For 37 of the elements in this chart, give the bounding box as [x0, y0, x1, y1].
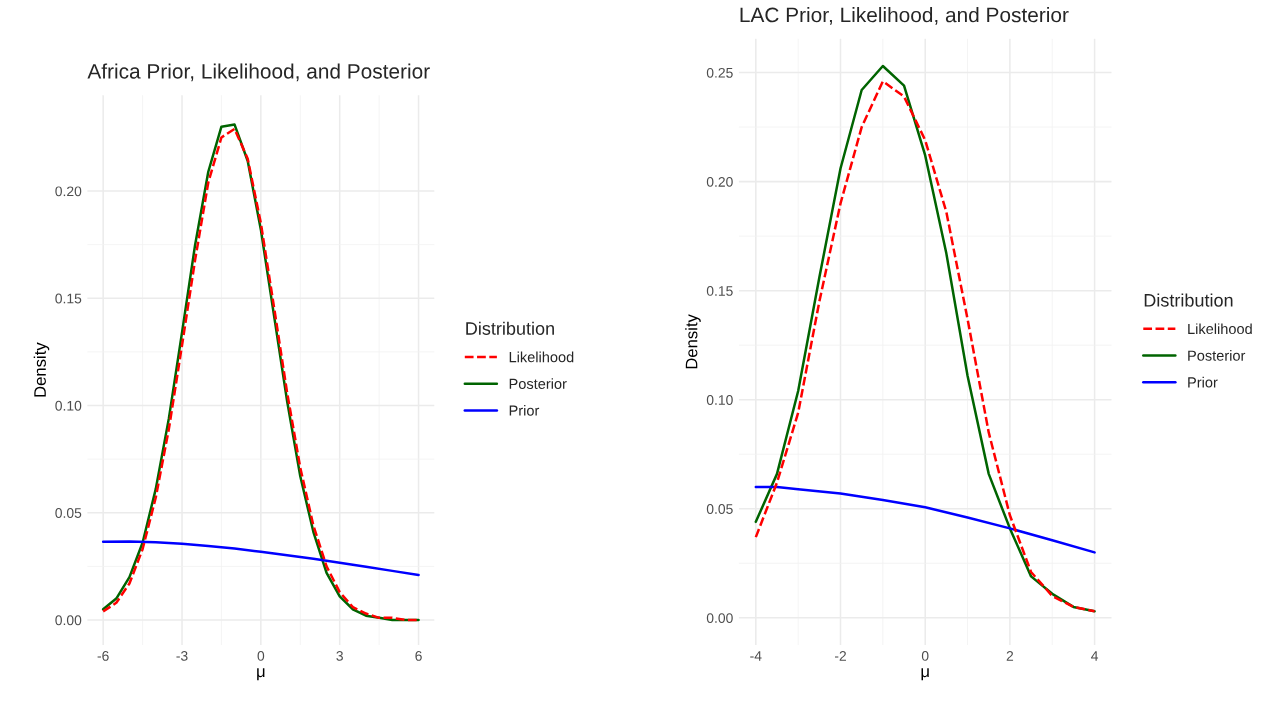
x-tick-label: 0	[921, 651, 929, 661]
line-series	[101, 540, 420, 577]
legend-label: Prior	[1188, 376, 1218, 388]
legend-title: Distribution	[466, 321, 554, 335]
y-tick-label: 0.10	[55, 400, 82, 411]
x-tick-label: 0	[257, 651, 265, 661]
x-tick-label: -6	[97, 651, 109, 661]
y-axis-title: Density	[33, 342, 50, 397]
line-series	[754, 485, 1096, 554]
x-tick-label: 2	[1006, 651, 1014, 661]
y-axis-title: Density	[685, 314, 701, 369]
y-tick-label: 0.10	[706, 395, 733, 405]
legend-label: Prior	[509, 405, 540, 416]
y-tick-label: 0.15	[706, 286, 733, 296]
chart-title: LAC Prior, Likelihood, and Posterior	[740, 7, 1069, 25]
y-tick-label: 0.05	[706, 504, 733, 514]
y-tick-label: 0.05	[55, 508, 82, 518]
y-tick-label: 0.25	[706, 67, 733, 78]
chart-title: Africa Prior, Likelihood, and Posterior	[87, 63, 430, 82]
x-tick-label: -4	[750, 651, 762, 661]
legend-label: Posterior	[1188, 350, 1246, 361]
y-tick-label: 0.20	[55, 186, 82, 197]
x-tick-label: 4	[1091, 651, 1099, 661]
x-tick-label: 6	[415, 651, 422, 661]
legend-label: Posterior	[509, 378, 567, 390]
legend-title: Distribution	[1144, 293, 1233, 307]
y-tick-label: 0.00	[55, 615, 82, 626]
x-tick-label: -2	[834, 651, 846, 661]
x-axis-title: μ	[257, 668, 265, 681]
x-axis-title: μ	[921, 668, 929, 681]
y-tick-label: 0.20	[706, 176, 733, 187]
y-tick-label: 0.00	[706, 613, 733, 623]
y-tick-label: 0.15	[55, 293, 82, 304]
x-tick-label: 3	[336, 651, 343, 661]
legend-label: Likelihood	[1188, 323, 1252, 335]
x-tick-label: -3	[176, 651, 188, 661]
legend-label: Likelihood	[509, 351, 574, 363]
